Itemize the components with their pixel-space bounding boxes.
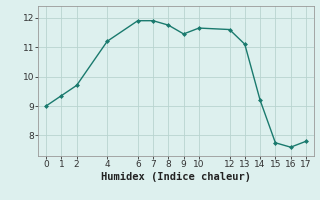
X-axis label: Humidex (Indice chaleur): Humidex (Indice chaleur) [101,172,251,182]
